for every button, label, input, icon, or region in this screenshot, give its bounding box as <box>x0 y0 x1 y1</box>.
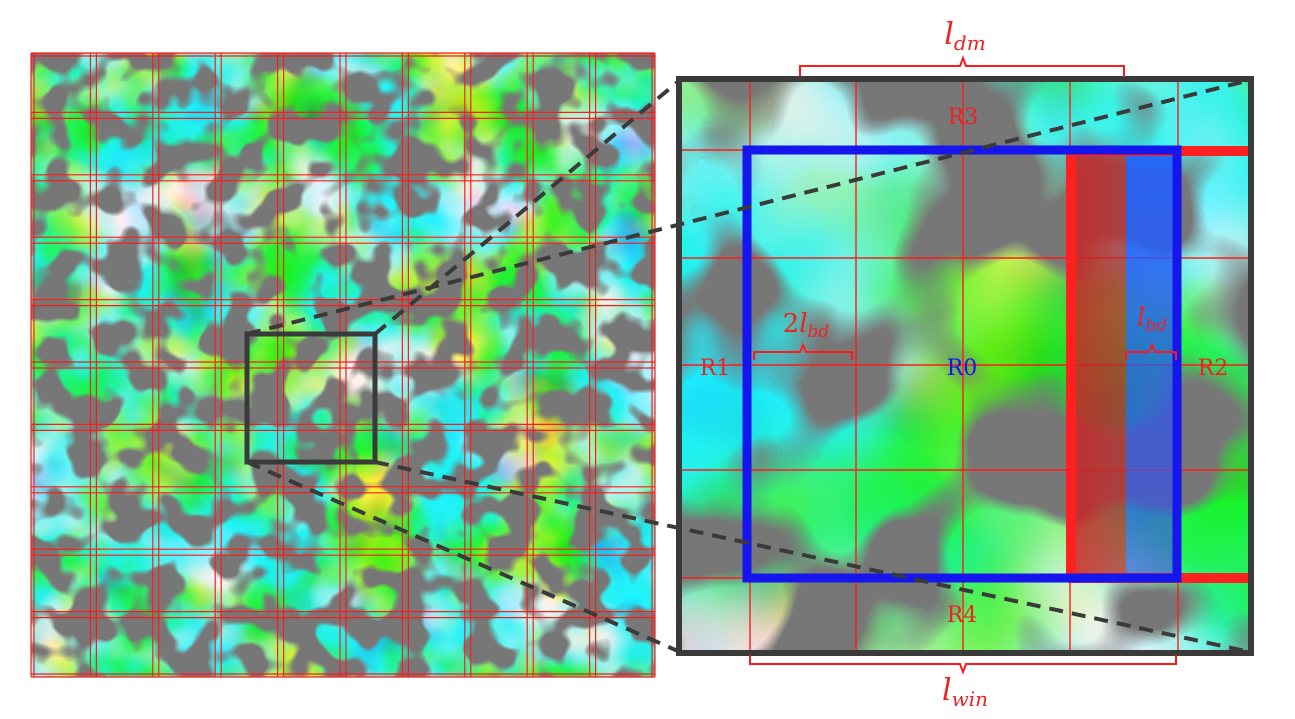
connector-top-left <box>246 78 1251 336</box>
inner-window <box>742 145 1182 583</box>
overview-field <box>31 53 655 677</box>
brace-l-win <box>749 655 1177 675</box>
label-r2: R2 <box>1198 356 1229 381</box>
label-l-win: lwin <box>942 673 988 711</box>
label-r4: R4 <box>947 603 978 628</box>
connector-bottom-right <box>374 460 1251 654</box>
boundary-strip-blue <box>1126 154 1178 578</box>
zoom-window-marker <box>244 331 378 465</box>
boundary-left-bar <box>1066 150 1076 580</box>
connector-bottom-left <box>246 460 681 654</box>
connector-top-right <box>373 78 682 336</box>
brace-l-dm <box>799 55 1125 77</box>
label-r3: R3 <box>948 105 979 130</box>
label-2l-bd: 2lbd <box>783 309 830 342</box>
zoom-frame <box>676 76 1254 656</box>
boundary-strip-red <box>1068 150 1126 578</box>
overview-panel <box>30 52 656 678</box>
brace-2l-bd <box>753 342 853 360</box>
label-r0: R0 <box>947 356 978 381</box>
label-r1: R1 <box>700 356 731 381</box>
overview-grid <box>30 52 656 678</box>
braces <box>749 55 1177 675</box>
label-l-dm: ldm <box>944 17 985 55</box>
label-l-bd: lbd <box>1137 303 1167 336</box>
zoom-connectors <box>246 78 1251 654</box>
zoom-panel <box>676 76 1254 656</box>
brace-l-bd <box>1125 342 1177 360</box>
